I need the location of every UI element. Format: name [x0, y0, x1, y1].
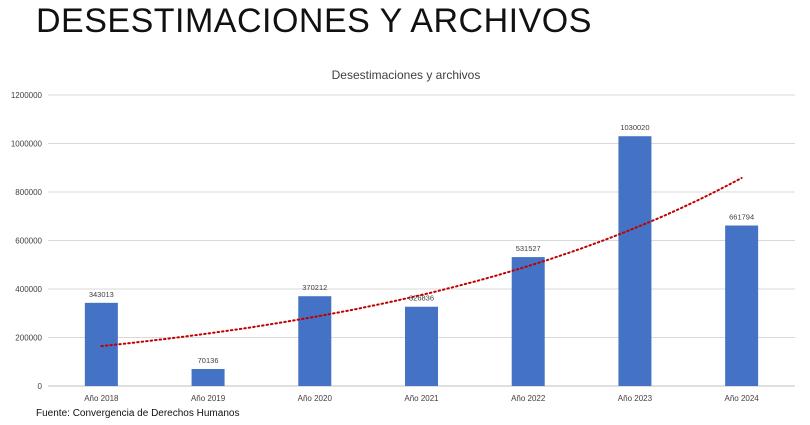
bar: [725, 225, 759, 386]
x-tick-label: Año 2023: [618, 394, 653, 403]
y-tick-label: 400000: [15, 285, 42, 294]
data-label: 1030020: [620, 123, 649, 132]
x-tick-label: Año 2024: [725, 394, 760, 403]
y-tick-label: 600000: [15, 237, 42, 246]
bars: [84, 136, 759, 386]
data-labels: 343013 70136 370212 326836 531527 1030020 6617…: [89, 123, 754, 365]
x-tick-label: Año 2019: [191, 394, 226, 403]
data-label: 661794: [729, 213, 754, 222]
bar: [511, 257, 545, 386]
x-tick-label: Año 2021: [404, 394, 439, 403]
data-label: 343013: [89, 290, 114, 299]
x-tick-label: Año 2018: [84, 394, 119, 403]
y-tick-label: 800000: [15, 188, 42, 197]
bar: [191, 368, 225, 386]
trendline: [100, 177, 743, 348]
chart-title: Desestimaciones y archivos: [332, 68, 481, 82]
x-axis-ticks: Año 2018 Año 2019 Año 2020 Año 2021 Año 2022…: [84, 394, 759, 403]
x-tick-label: Año 2020: [298, 394, 333, 403]
y-axis-ticks: 0 200000 400000 600000 800000 1000000 1200000: [11, 91, 43, 391]
data-label: 531527: [516, 244, 541, 253]
y-tick-label: 1200000: [11, 91, 43, 100]
y-tick-label: 200000: [15, 334, 42, 343]
x-tick-label: Año 2022: [511, 394, 546, 403]
y-tick-label: 0: [38, 382, 43, 391]
data-label: 326836: [409, 294, 434, 303]
source-note: Fuente: Convergencia de Derechos Humanos: [36, 408, 240, 419]
y-tick-label: 1000000: [11, 140, 43, 149]
page-title: DESESTIMACIONES Y ARCHIVOS: [36, 2, 592, 40]
data-label: 370212: [302, 283, 327, 292]
trendline-path: [100, 177, 743, 348]
bar: [298, 296, 332, 386]
data-label: 70136: [198, 356, 219, 365]
bar: [84, 302, 118, 386]
bar: [405, 306, 438, 386]
bar: [618, 136, 652, 386]
